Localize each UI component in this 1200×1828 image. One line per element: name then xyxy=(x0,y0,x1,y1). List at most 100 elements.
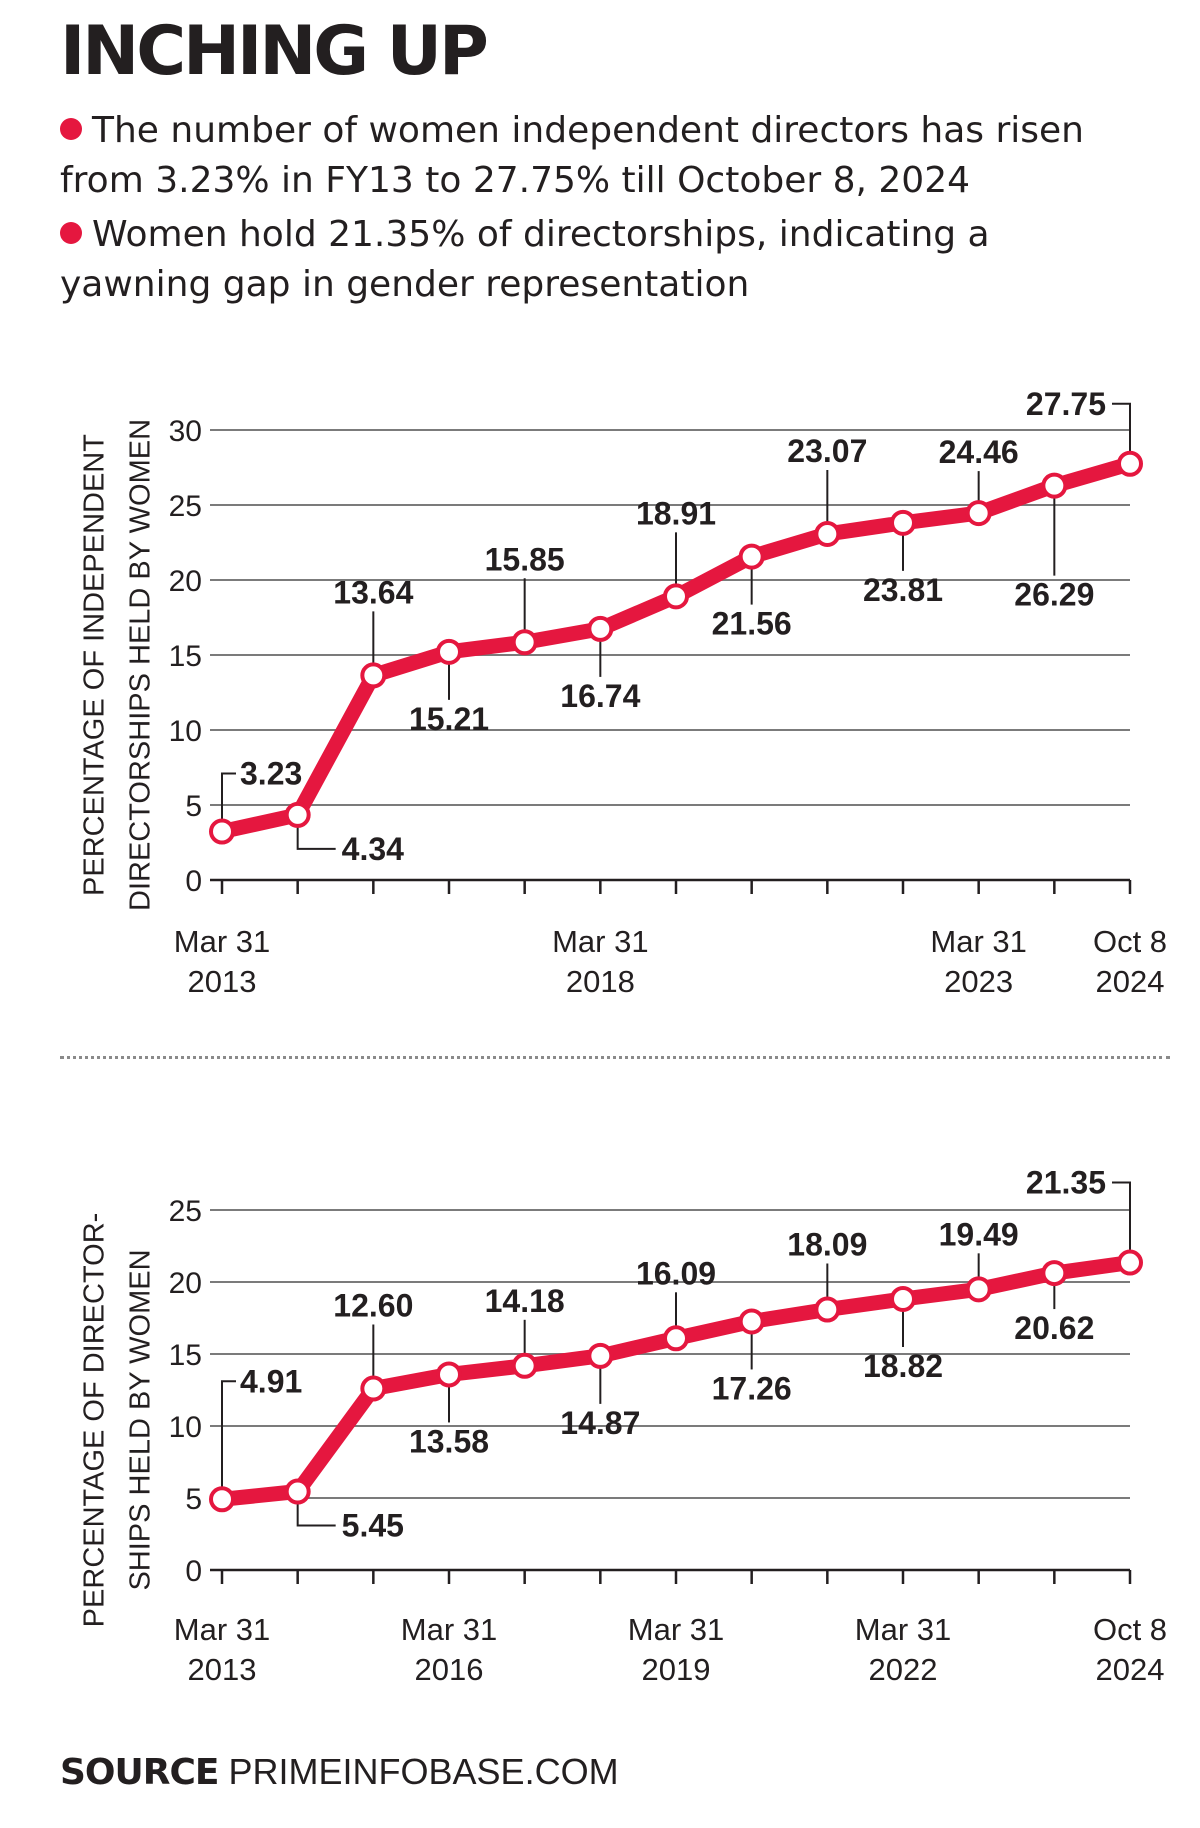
data-label: 12.60 xyxy=(333,1288,413,1324)
directorships-chart: 0 5 10 15 20 25 Mar 31 2013 Mar 31 2016 Mar 31 2019… xyxy=(79,1165,1167,1687)
x-tick-label: 2024 xyxy=(1096,1652,1165,1687)
data-label: 15.85 xyxy=(485,541,565,577)
x-tick-label: Mar 31 xyxy=(174,924,270,959)
data-point xyxy=(738,543,765,570)
data-label: 26.29 xyxy=(1014,577,1094,613)
bullet-text: The number of women independent director… xyxy=(60,110,1084,201)
data-point xyxy=(1117,450,1143,477)
y-axis-label: PERCENTAGE OF DIRECTOR- xyxy=(79,1213,111,1628)
data-point xyxy=(1041,472,1068,499)
x-tick-label: Mar 31 xyxy=(930,924,1026,959)
chart-divider xyxy=(60,1056,1170,1059)
data-point xyxy=(663,1325,689,1352)
y-tick-label: 25 xyxy=(169,490,202,523)
x-tick-label: Mar 31 xyxy=(174,1612,270,1647)
bullet-dot-icon xyxy=(60,118,82,140)
x-tick-label: 2024 xyxy=(1096,964,1165,999)
data-point xyxy=(814,1296,841,1323)
data-label: 17.26 xyxy=(712,1370,792,1406)
x-tick-label: 2022 xyxy=(869,1652,938,1687)
data-label: 18.91 xyxy=(636,495,716,531)
data-label: 23.07 xyxy=(787,433,867,469)
data-label: 27.75 xyxy=(1026,386,1106,422)
x-tick-label: Oct 8 xyxy=(1093,1612,1167,1647)
y-tick-label: 20 xyxy=(169,565,202,598)
data-point xyxy=(587,615,614,642)
data-point xyxy=(965,500,992,527)
y-axis-label: DIRECTORSHIPS HELD BY WOMEN xyxy=(125,419,157,911)
x-tick-label: 2016 xyxy=(415,1652,484,1687)
data-point xyxy=(436,638,462,665)
y-tick-label: 10 xyxy=(169,715,202,748)
data-point xyxy=(1041,1260,1068,1287)
data-point xyxy=(436,1361,462,1388)
source-line: SOURCE PRIMEINFOBASE.COM xyxy=(60,1754,619,1791)
y-tick-label: 20 xyxy=(169,1267,202,1300)
y-tick-label: 15 xyxy=(169,1339,202,1372)
y-tick-label: 5 xyxy=(185,790,202,823)
data-label: 21.35 xyxy=(1026,1165,1106,1201)
data-label: 13.64 xyxy=(333,574,413,610)
data-point xyxy=(284,801,311,828)
data-point xyxy=(209,818,235,845)
data-point xyxy=(284,1478,311,1505)
data-label: 4.91 xyxy=(240,1363,302,1399)
data-point xyxy=(663,583,689,610)
data-label: 14.87 xyxy=(560,1405,640,1441)
leader-line xyxy=(1112,1181,1131,1263)
y-tick-label: 10 xyxy=(169,1411,202,1444)
data-point xyxy=(1117,1249,1143,1276)
data-label: 5.45 xyxy=(342,1508,404,1544)
x-tick-label: 2019 xyxy=(642,1652,711,1687)
x-tick-label: 2013 xyxy=(188,964,257,999)
leader-line xyxy=(221,1380,236,1500)
x-tick-label: Mar 31 xyxy=(401,1612,497,1647)
y-axis-label: PERCENTAGE OF INDEPENDENT xyxy=(79,434,111,896)
independent-directorships-chart: 0 5 10 15 20 25 30 Mar 31 2013 Mar 31 2018 Mar 31 20… xyxy=(79,386,1167,999)
page-title: INCHING UP xyxy=(60,12,489,91)
data-label: 14.18 xyxy=(485,1283,565,1319)
data-point xyxy=(965,1276,992,1303)
leader-line xyxy=(221,772,236,832)
x-tick-label: Mar 31 xyxy=(855,1612,951,1647)
y-tick-label: 0 xyxy=(185,1555,202,1588)
data-point xyxy=(209,1486,235,1513)
y-tick-label: 25 xyxy=(169,1195,202,1228)
data-label: 16.74 xyxy=(560,678,640,714)
data-point xyxy=(890,509,916,536)
data-label: 21.56 xyxy=(712,606,792,642)
data-point xyxy=(511,629,538,656)
leader-line xyxy=(1112,402,1131,464)
data-point xyxy=(814,520,841,547)
x-tick-label: 2018 xyxy=(566,964,635,999)
data-label: 16.09 xyxy=(636,1255,716,1291)
x-tick-label: Mar 31 xyxy=(552,924,648,959)
data-label: 20.62 xyxy=(1014,1310,1094,1346)
y-axis-label: SHIPS HELD BY WOMEN xyxy=(125,1249,157,1590)
data-label: 19.49 xyxy=(939,1216,1019,1252)
data-label: 3.23 xyxy=(240,756,302,792)
y-tick-label: 0 xyxy=(185,865,202,898)
summary-bullet: The number of women independent director… xyxy=(60,106,1150,206)
data-point xyxy=(511,1352,538,1379)
data-point xyxy=(587,1342,614,1369)
data-label: 15.21 xyxy=(409,701,489,737)
bullet-dot-icon xyxy=(60,222,82,244)
x-tick-label: 2013 xyxy=(188,1652,257,1687)
y-tick-label: 15 xyxy=(169,640,202,673)
data-label: 18.09 xyxy=(787,1227,867,1263)
data-point xyxy=(738,1308,765,1335)
data-label: 13.58 xyxy=(409,1423,489,1459)
summary-bullet: Women hold 21.35% of directorships, indi… xyxy=(60,210,1150,310)
data-label: 23.81 xyxy=(863,572,943,608)
data-label: 4.34 xyxy=(342,831,404,867)
data-point xyxy=(890,1285,916,1312)
source-value: PRIMEINFOBASE.COM xyxy=(228,1751,619,1792)
data-point xyxy=(360,662,387,689)
bullet-text: Women hold 21.35% of directorships, indi… xyxy=(60,214,990,305)
data-point xyxy=(360,1375,387,1402)
x-tick-label: 2023 xyxy=(944,964,1013,999)
source-label: SOURCE xyxy=(60,1752,219,1793)
x-tick-label: Mar 31 xyxy=(628,1612,724,1647)
y-tick-label: 5 xyxy=(185,1483,202,1516)
